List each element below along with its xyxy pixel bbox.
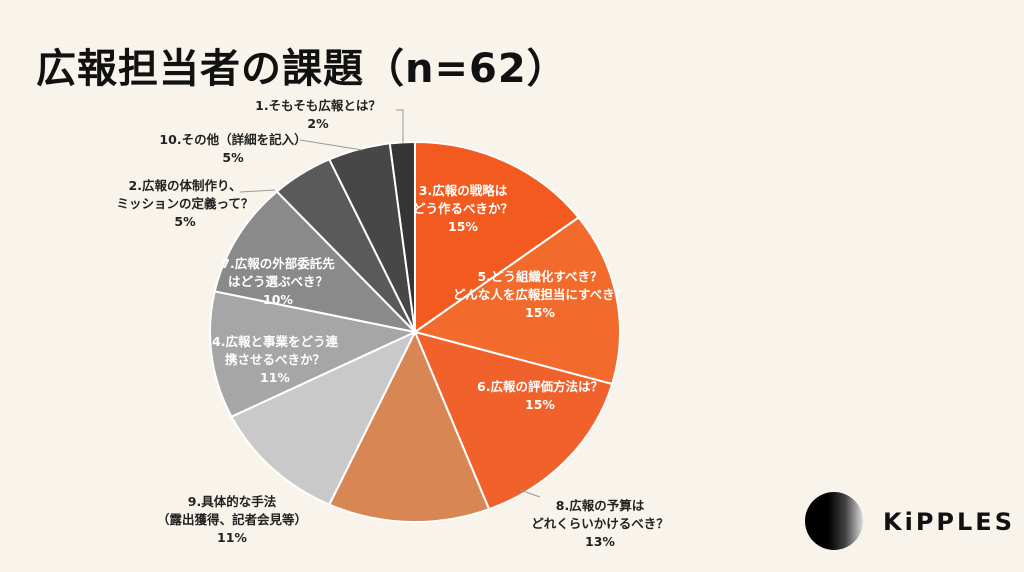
- slice-label-text: 4.広報と事業をどう連 携させるべきか？: [212, 334, 338, 367]
- slice-label: 9.具体的な手法 （露出獲得、記者会見等） 11%: [157, 493, 307, 547]
- slice-label-text: 10.その他（詳細を記入）: [159, 132, 307, 147]
- pie-slice: [413, 330, 614, 511]
- chart-title: 広報担当者の課題（n=62）: [36, 46, 568, 92]
- slice-value: 2%: [307, 116, 329, 131]
- slice-value: 11%: [217, 530, 247, 545]
- pie-slice: [209, 290, 419, 418]
- slice-label: 7.広報の外部委託先 はどう選ぶべき？ 10%: [221, 255, 334, 309]
- slice-label-text: 6.広報の評価方法は？: [477, 379, 603, 394]
- slice-label-text: 3.広報の戦略は どう作るべきか？: [412, 183, 514, 216]
- leader-line: [299, 139, 363, 151]
- slice-label: 4.広報と事業をどう連 携させるべきか？ 11%: [212, 333, 338, 387]
- pie-slice: [230, 329, 418, 506]
- slice-value: 5%: [174, 214, 196, 229]
- slice-label: 10.その他（詳細を記入） 5%: [159, 131, 306, 167]
- slice-value: 13%: [585, 534, 615, 549]
- leader-line: [519, 489, 541, 498]
- slice-label: 3.広報の戦略は どう作るべきか？ 15%: [413, 182, 513, 236]
- slice-label: 6.広報の評価方法は？ 15%: [477, 378, 603, 414]
- slice-label-text: 1.そもそも広報とは？: [255, 98, 381, 113]
- logo-text: KiPPLES: [883, 508, 1015, 536]
- slice-value: 15%: [448, 219, 478, 234]
- pie-slice: [414, 140, 581, 334]
- slice-value: 11%: [260, 370, 290, 385]
- leader-line: [396, 109, 404, 143]
- slice-label-text: 8.広報の予算は どれくらいかけるべき？: [531, 498, 669, 531]
- pie-slice: [388, 140, 416, 333]
- slice-label: 2.広報の体制作り、 ミッションの定義って？ 5%: [117, 177, 254, 231]
- pie-slice: [213, 190, 419, 334]
- slice-label: 1.そもそも広報とは？ 2%: [255, 97, 381, 133]
- slice-value: 15%: [525, 305, 555, 320]
- logo-mark-icon: [805, 492, 863, 550]
- slice-label: 5.どう組織化すべき？ どんな人を広報担当にすべき？ 15%: [453, 268, 627, 322]
- pie-slice: [327, 329, 491, 523]
- pie-slice: [412, 216, 621, 386]
- slice-label: 8.広報の予算は どれくらいかけるべき？ 13%: [531, 497, 669, 551]
- slice-value: 5%: [222, 150, 244, 165]
- leader-line: [239, 189, 276, 193]
- slice-label-text: 9.具体的な手法 （露出獲得、記者会見等）: [156, 494, 308, 527]
- slice-value: 15%: [525, 397, 555, 412]
- slice-label-text: 7.広報の外部委託先 はどう選ぶべき？: [221, 256, 335, 289]
- slice-value: 10%: [263, 292, 293, 307]
- kipples-logo: KiPPLES: [805, 492, 1012, 552]
- slice-label-text: 5.どう組織化すべき？ どんな人を広報担当にすべき？: [452, 269, 628, 302]
- slice-label-text: 2.広報の体制作り、 ミッションの定義って？: [116, 178, 254, 211]
